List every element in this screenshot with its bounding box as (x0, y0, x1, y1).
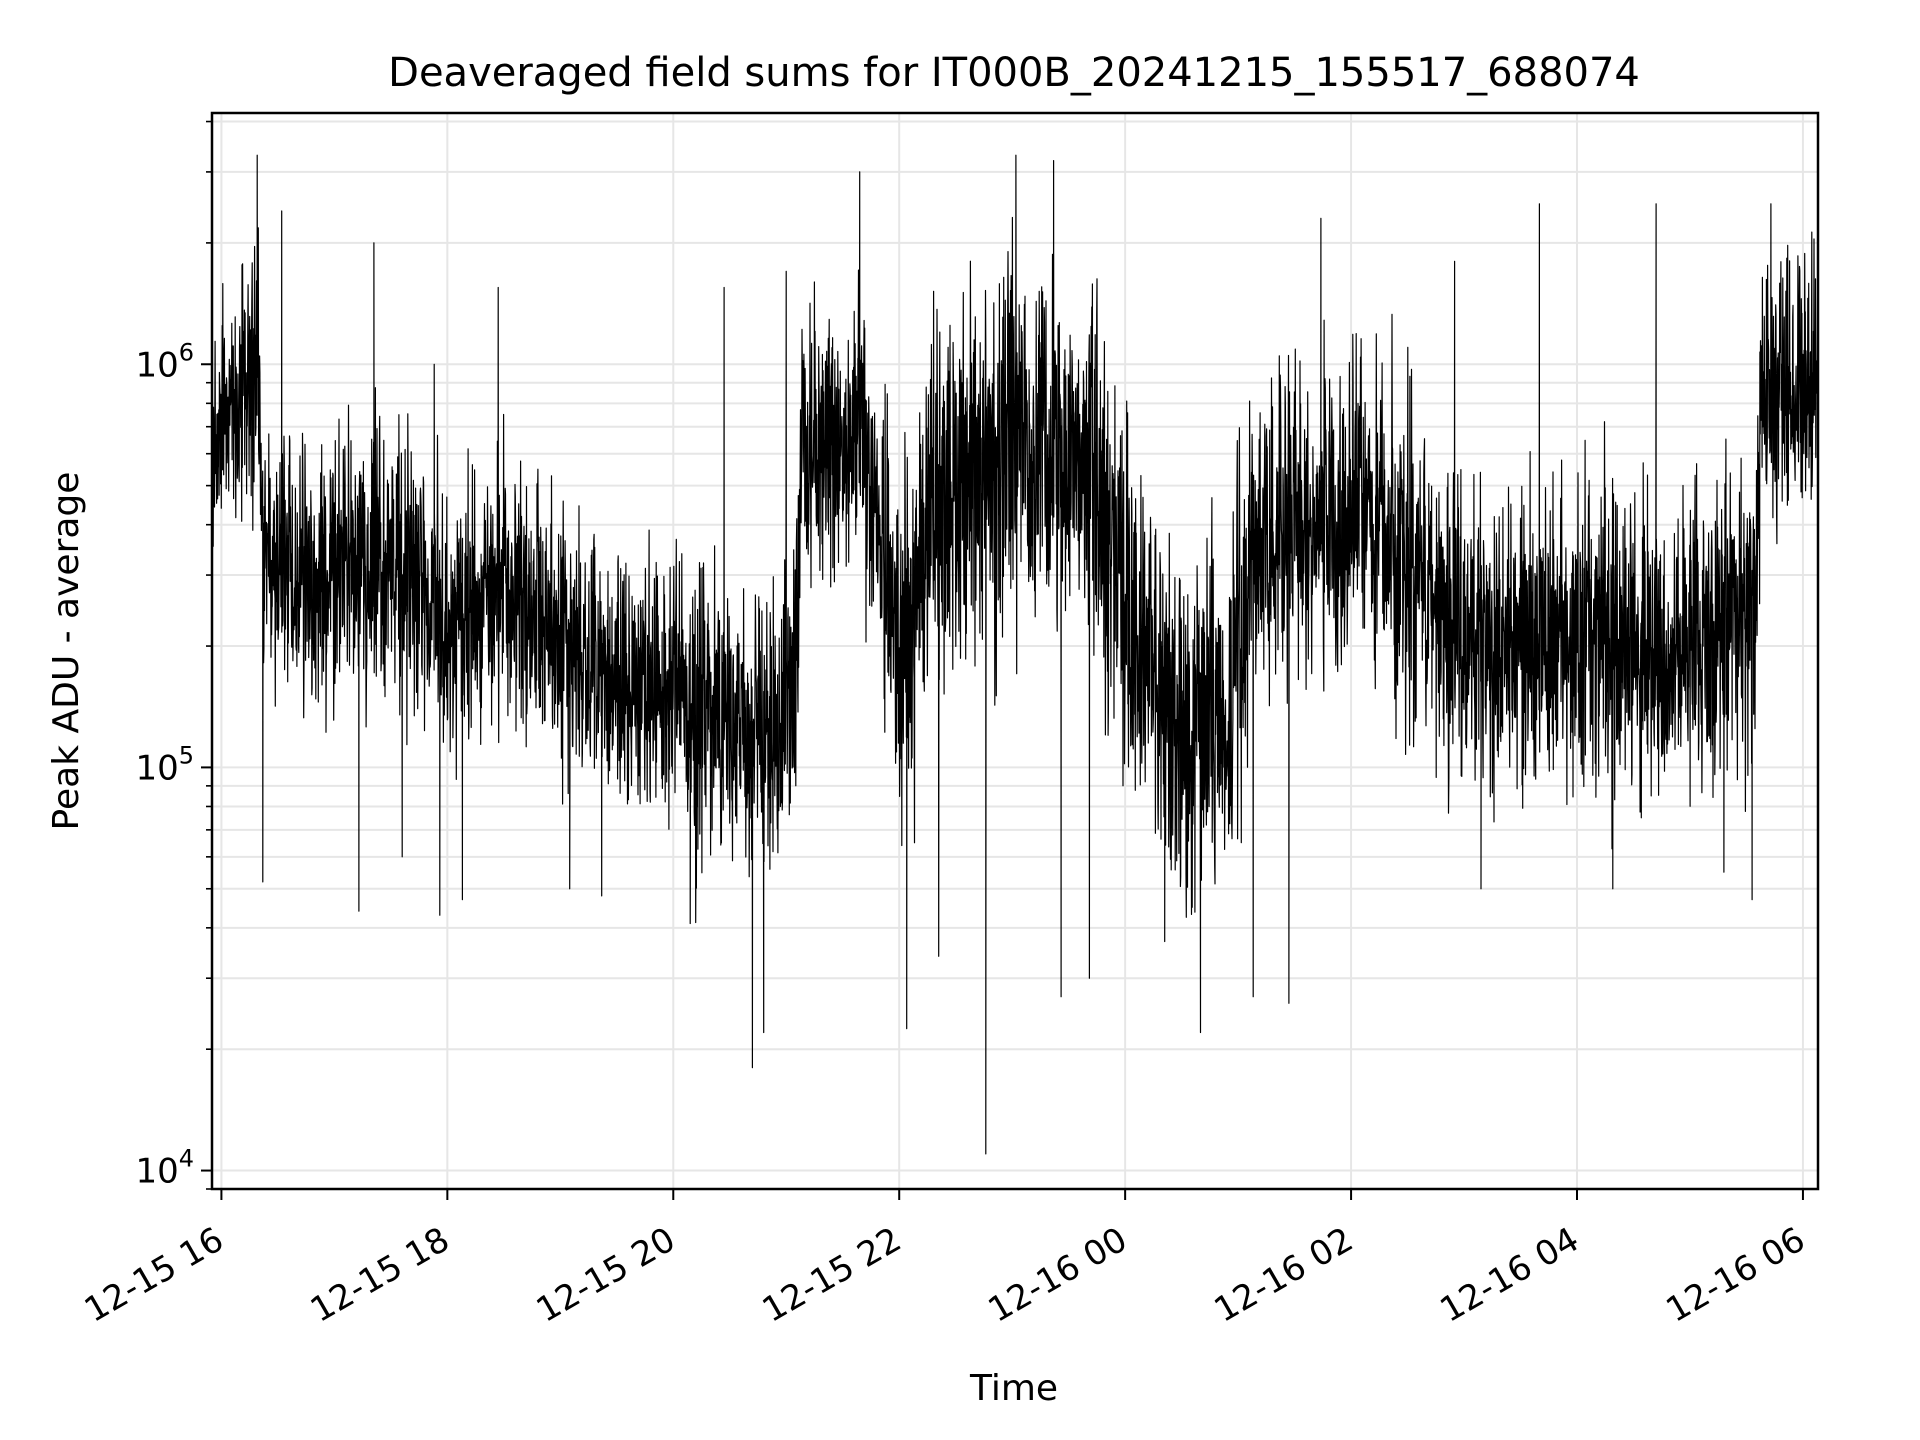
series-path (211, 154, 1819, 1155)
y-tick-exponent: 4 (179, 1145, 194, 1173)
y-tick-label: 106 (135, 338, 194, 385)
y-tick-exponent: 5 (179, 741, 194, 769)
y-tick-base: 10 (135, 345, 178, 385)
y-tick-exponent: 6 (179, 338, 194, 366)
y-tick-base: 10 (135, 1152, 178, 1192)
y-tick-label: 105 (135, 741, 194, 788)
series-line (211, 154, 1819, 1155)
x-axis-label: Time (969, 1368, 1058, 1409)
y-axis-label: Peak ADU - average (46, 472, 87, 831)
plot-frame (210, 111, 1820, 1191)
y-tick-label: 104 (135, 1145, 194, 1192)
y-tick-base: 10 (135, 748, 178, 788)
chart-title: Deaveraged field sums for IT000B_2024121… (388, 50, 1640, 96)
